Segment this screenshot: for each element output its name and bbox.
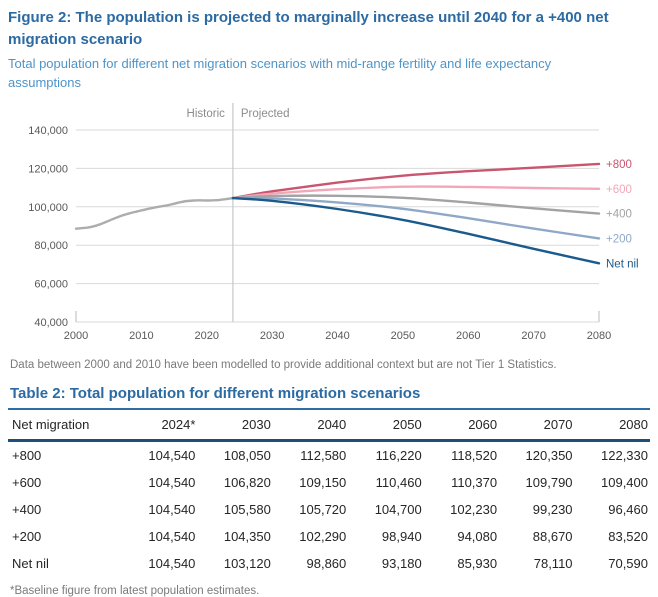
- value-cell: 105,580: [223, 501, 271, 517]
- migration-scenarios-table: Net migration 2024* 2030 2040 2050 2060 2070 20…: [8, 408, 650, 577]
- x-tick-label: 2030: [260, 330, 284, 342]
- column-header: Net migration: [12, 416, 90, 432]
- row-label-cell: Net nil: [12, 555, 49, 571]
- value-cell: 104,540: [148, 474, 196, 490]
- value-cell: 88,670: [532, 528, 573, 544]
- value-cell: 104,540: [148, 447, 196, 463]
- table-title: Table 2: Total population for different …: [10, 384, 421, 402]
- y-tick-label: 60,000: [34, 278, 68, 290]
- value-cell: 99,230: [532, 501, 573, 517]
- x-tick-label: 2040: [325, 330, 349, 342]
- series-end-label: +200: [606, 233, 632, 245]
- value-cell: 109,790: [525, 474, 573, 490]
- row-label-cell: +200: [12, 528, 42, 544]
- x-tick-label: 2020: [195, 330, 219, 342]
- table-head: Net migration 2024* 2030 2040 2050 2060 2070 20…: [8, 408, 650, 440]
- value-cell: 109,150: [299, 474, 347, 490]
- value-cell: 106,820: [223, 474, 271, 490]
- value-cell: 94,080: [457, 528, 498, 544]
- value-cell: 108,050: [223, 447, 271, 463]
- value-cell: 104,540: [148, 501, 196, 517]
- value-cell: 104,700: [374, 501, 422, 517]
- table-body: +800 104,540 108,050 112,580 116,220 118,520 1…: [8, 440, 650, 577]
- value-cell: 70,590: [608, 555, 648, 571]
- y-tick-label: 80,000: [34, 240, 68, 252]
- series-line-+400: [231, 193, 601, 215]
- historic-label: Historic: [187, 108, 226, 120]
- series-end-label: +800: [606, 158, 632, 170]
- series-end-label: +600: [606, 183, 632, 195]
- row-label-cell: +400: [12, 501, 42, 517]
- row-label-cell: +800: [12, 447, 42, 463]
- column-header: 2060: [468, 416, 498, 432]
- x-tick-label: 2080: [587, 330, 611, 342]
- line-chart-canvas: 40,000 60,000 80,000 100,000 120,000 140,000 H…: [28, 102, 639, 342]
- column-header: 2030: [241, 416, 271, 432]
- series-line-+600: [231, 184, 601, 199]
- x-tick-label: 2000: [64, 330, 88, 342]
- value-cell: 116,220: [375, 447, 422, 463]
- x-tick-label: 2010: [129, 330, 153, 342]
- row-label-cell: +600: [12, 474, 42, 490]
- value-cell: 110,370: [451, 474, 498, 490]
- column-header: 2024*: [161, 416, 196, 432]
- table-footnote: *Baseline figure from latest population …: [10, 584, 260, 597]
- figure-title: Figure 2: The population is projected to…: [8, 9, 609, 48]
- chart-footnote: Data between 2000 and 2010 have been mod…: [10, 358, 557, 371]
- historic-series-line: [74, 196, 235, 230]
- value-cell: 102,230: [450, 501, 498, 517]
- value-cell: 104,540: [148, 555, 196, 571]
- y-tick-label: 40,000: [34, 317, 68, 329]
- series-end-label: Net nil: [606, 258, 639, 270]
- value-cell: 112,580: [300, 447, 347, 463]
- column-header: 2070: [543, 416, 573, 432]
- x-tick-label: 2060: [456, 330, 480, 342]
- value-cell: 120,350: [525, 447, 573, 463]
- series-end-label: +400: [606, 208, 632, 220]
- value-cell: 98,940: [381, 528, 422, 544]
- projected-label: Projected: [241, 108, 290, 120]
- series-line-+800: [231, 162, 601, 199]
- value-cell: 93,180: [381, 555, 422, 571]
- x-tick-label: 2070: [521, 330, 545, 342]
- value-cell: 110,460: [375, 474, 422, 490]
- value-cell: 103,120: [223, 555, 271, 571]
- y-tick-label: 140,000: [28, 125, 68, 137]
- table-row: +800 104,540 108,050 112,580 116,220 118,520 1…: [8, 440, 650, 469]
- table-row: +200 104,540 104,350 102,290 98,940 94,080 88,…: [8, 523, 650, 550]
- value-cell: 104,350: [223, 528, 271, 544]
- value-cell: 98,860: [306, 555, 347, 571]
- series-line-+200: [231, 196, 601, 240]
- series-line-net-nil: [231, 196, 601, 264]
- header-row: Net migration 2024* 2030 2040 2050 2060 2070 20…: [8, 408, 650, 440]
- y-tick-label: 100,000: [28, 201, 68, 213]
- population-projection-chart: 40,000 60,000 80,000 100,000 120,000 140,000 H…: [8, 97, 650, 349]
- value-cell: 122,330: [601, 447, 648, 463]
- column-header: 2080: [619, 416, 648, 432]
- figure-subtitle: Total population for different net migra…: [8, 55, 552, 91]
- table-row: +600 104,540 106,820 109,150 110,460 110,370 1…: [8, 469, 650, 496]
- table-row: +400 104,540 105,580 105,720 104,700 102,230 9…: [8, 496, 650, 523]
- value-cell: 104,540: [148, 528, 196, 544]
- column-header: 2050: [392, 416, 422, 432]
- value-cell: 118,520: [451, 447, 498, 463]
- value-cell: 85,930: [457, 555, 498, 571]
- y-tick-label: 120,000: [28, 163, 68, 175]
- value-cell: 109,400: [601, 474, 648, 490]
- value-cell: 102,290: [299, 528, 347, 544]
- column-header: 2040: [317, 416, 347, 432]
- table-row: Net nil 104,540 103,120 98,860 93,180 85,930 7…: [8, 550, 650, 577]
- value-cell: 78,110: [533, 555, 573, 571]
- x-tick-label: 2050: [391, 330, 415, 342]
- value-cell: 96,460: [608, 501, 648, 517]
- value-cell: 83,520: [608, 528, 648, 544]
- value-cell: 105,720: [299, 501, 347, 517]
